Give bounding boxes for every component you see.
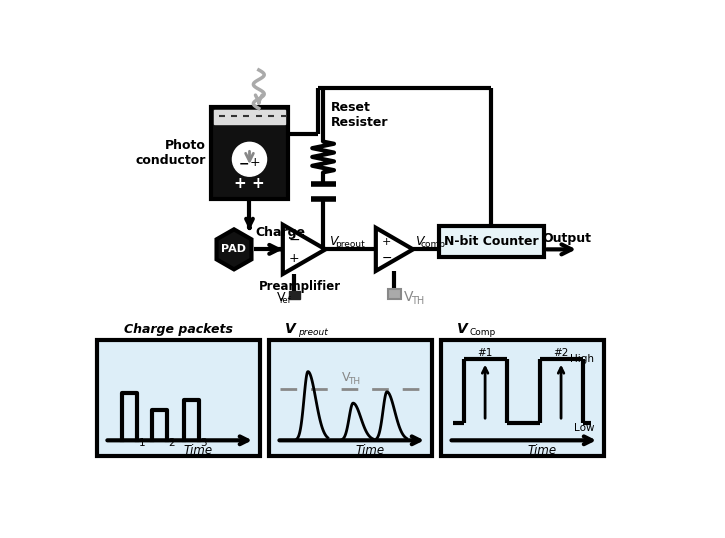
- Text: V: V: [277, 291, 285, 303]
- Text: 1: 1: [138, 438, 145, 448]
- Circle shape: [233, 143, 267, 176]
- Text: V: V: [415, 235, 423, 248]
- Text: Charge: Charge: [256, 226, 306, 239]
- Text: +: +: [249, 156, 260, 169]
- FancyBboxPatch shape: [211, 107, 289, 199]
- Text: −: −: [289, 233, 301, 247]
- Text: V: V: [457, 322, 468, 336]
- FancyBboxPatch shape: [97, 340, 260, 456]
- Text: comp: comp: [420, 240, 446, 249]
- Polygon shape: [376, 228, 413, 271]
- Text: ref: ref: [279, 296, 291, 306]
- Text: Reset
Resister: Reset Resister: [331, 101, 389, 129]
- FancyBboxPatch shape: [269, 340, 431, 456]
- Text: Time: Time: [355, 444, 384, 457]
- Text: Time: Time: [527, 444, 556, 457]
- Text: Charge packets: Charge packets: [124, 323, 233, 336]
- Text: Low: Low: [574, 423, 594, 433]
- FancyBboxPatch shape: [388, 289, 401, 299]
- Text: Output: Output: [543, 232, 592, 245]
- Text: High: High: [571, 355, 594, 364]
- Text: +: +: [382, 237, 392, 246]
- Text: −: −: [382, 252, 392, 265]
- FancyBboxPatch shape: [289, 291, 300, 299]
- Text: −: −: [239, 158, 249, 171]
- Polygon shape: [283, 225, 326, 274]
- Text: Comp: Comp: [470, 328, 496, 337]
- Text: preout: preout: [297, 328, 327, 337]
- Text: #1: #1: [477, 348, 493, 358]
- Text: V: V: [285, 322, 296, 336]
- Text: V: V: [328, 235, 337, 248]
- Text: + +: + +: [234, 176, 265, 192]
- FancyBboxPatch shape: [441, 340, 604, 456]
- Text: N-bit Counter: N-bit Counter: [444, 235, 539, 248]
- Text: V: V: [342, 371, 351, 385]
- Text: TH: TH: [410, 296, 424, 306]
- Text: V: V: [404, 290, 413, 304]
- Text: Photo
conductor: Photo conductor: [136, 139, 206, 167]
- Text: #2: #2: [553, 348, 568, 358]
- Text: PAD: PAD: [222, 244, 247, 254]
- Text: +: +: [289, 252, 299, 265]
- FancyBboxPatch shape: [214, 110, 285, 124]
- Polygon shape: [217, 229, 252, 270]
- Text: preout: preout: [336, 240, 365, 249]
- Text: 2: 2: [168, 438, 175, 448]
- Text: 3: 3: [201, 438, 207, 448]
- FancyBboxPatch shape: [439, 226, 544, 257]
- Text: Preamplifier: Preamplifier: [259, 280, 341, 293]
- Text: TH: TH: [348, 377, 360, 386]
- Text: Time: Time: [183, 444, 212, 457]
